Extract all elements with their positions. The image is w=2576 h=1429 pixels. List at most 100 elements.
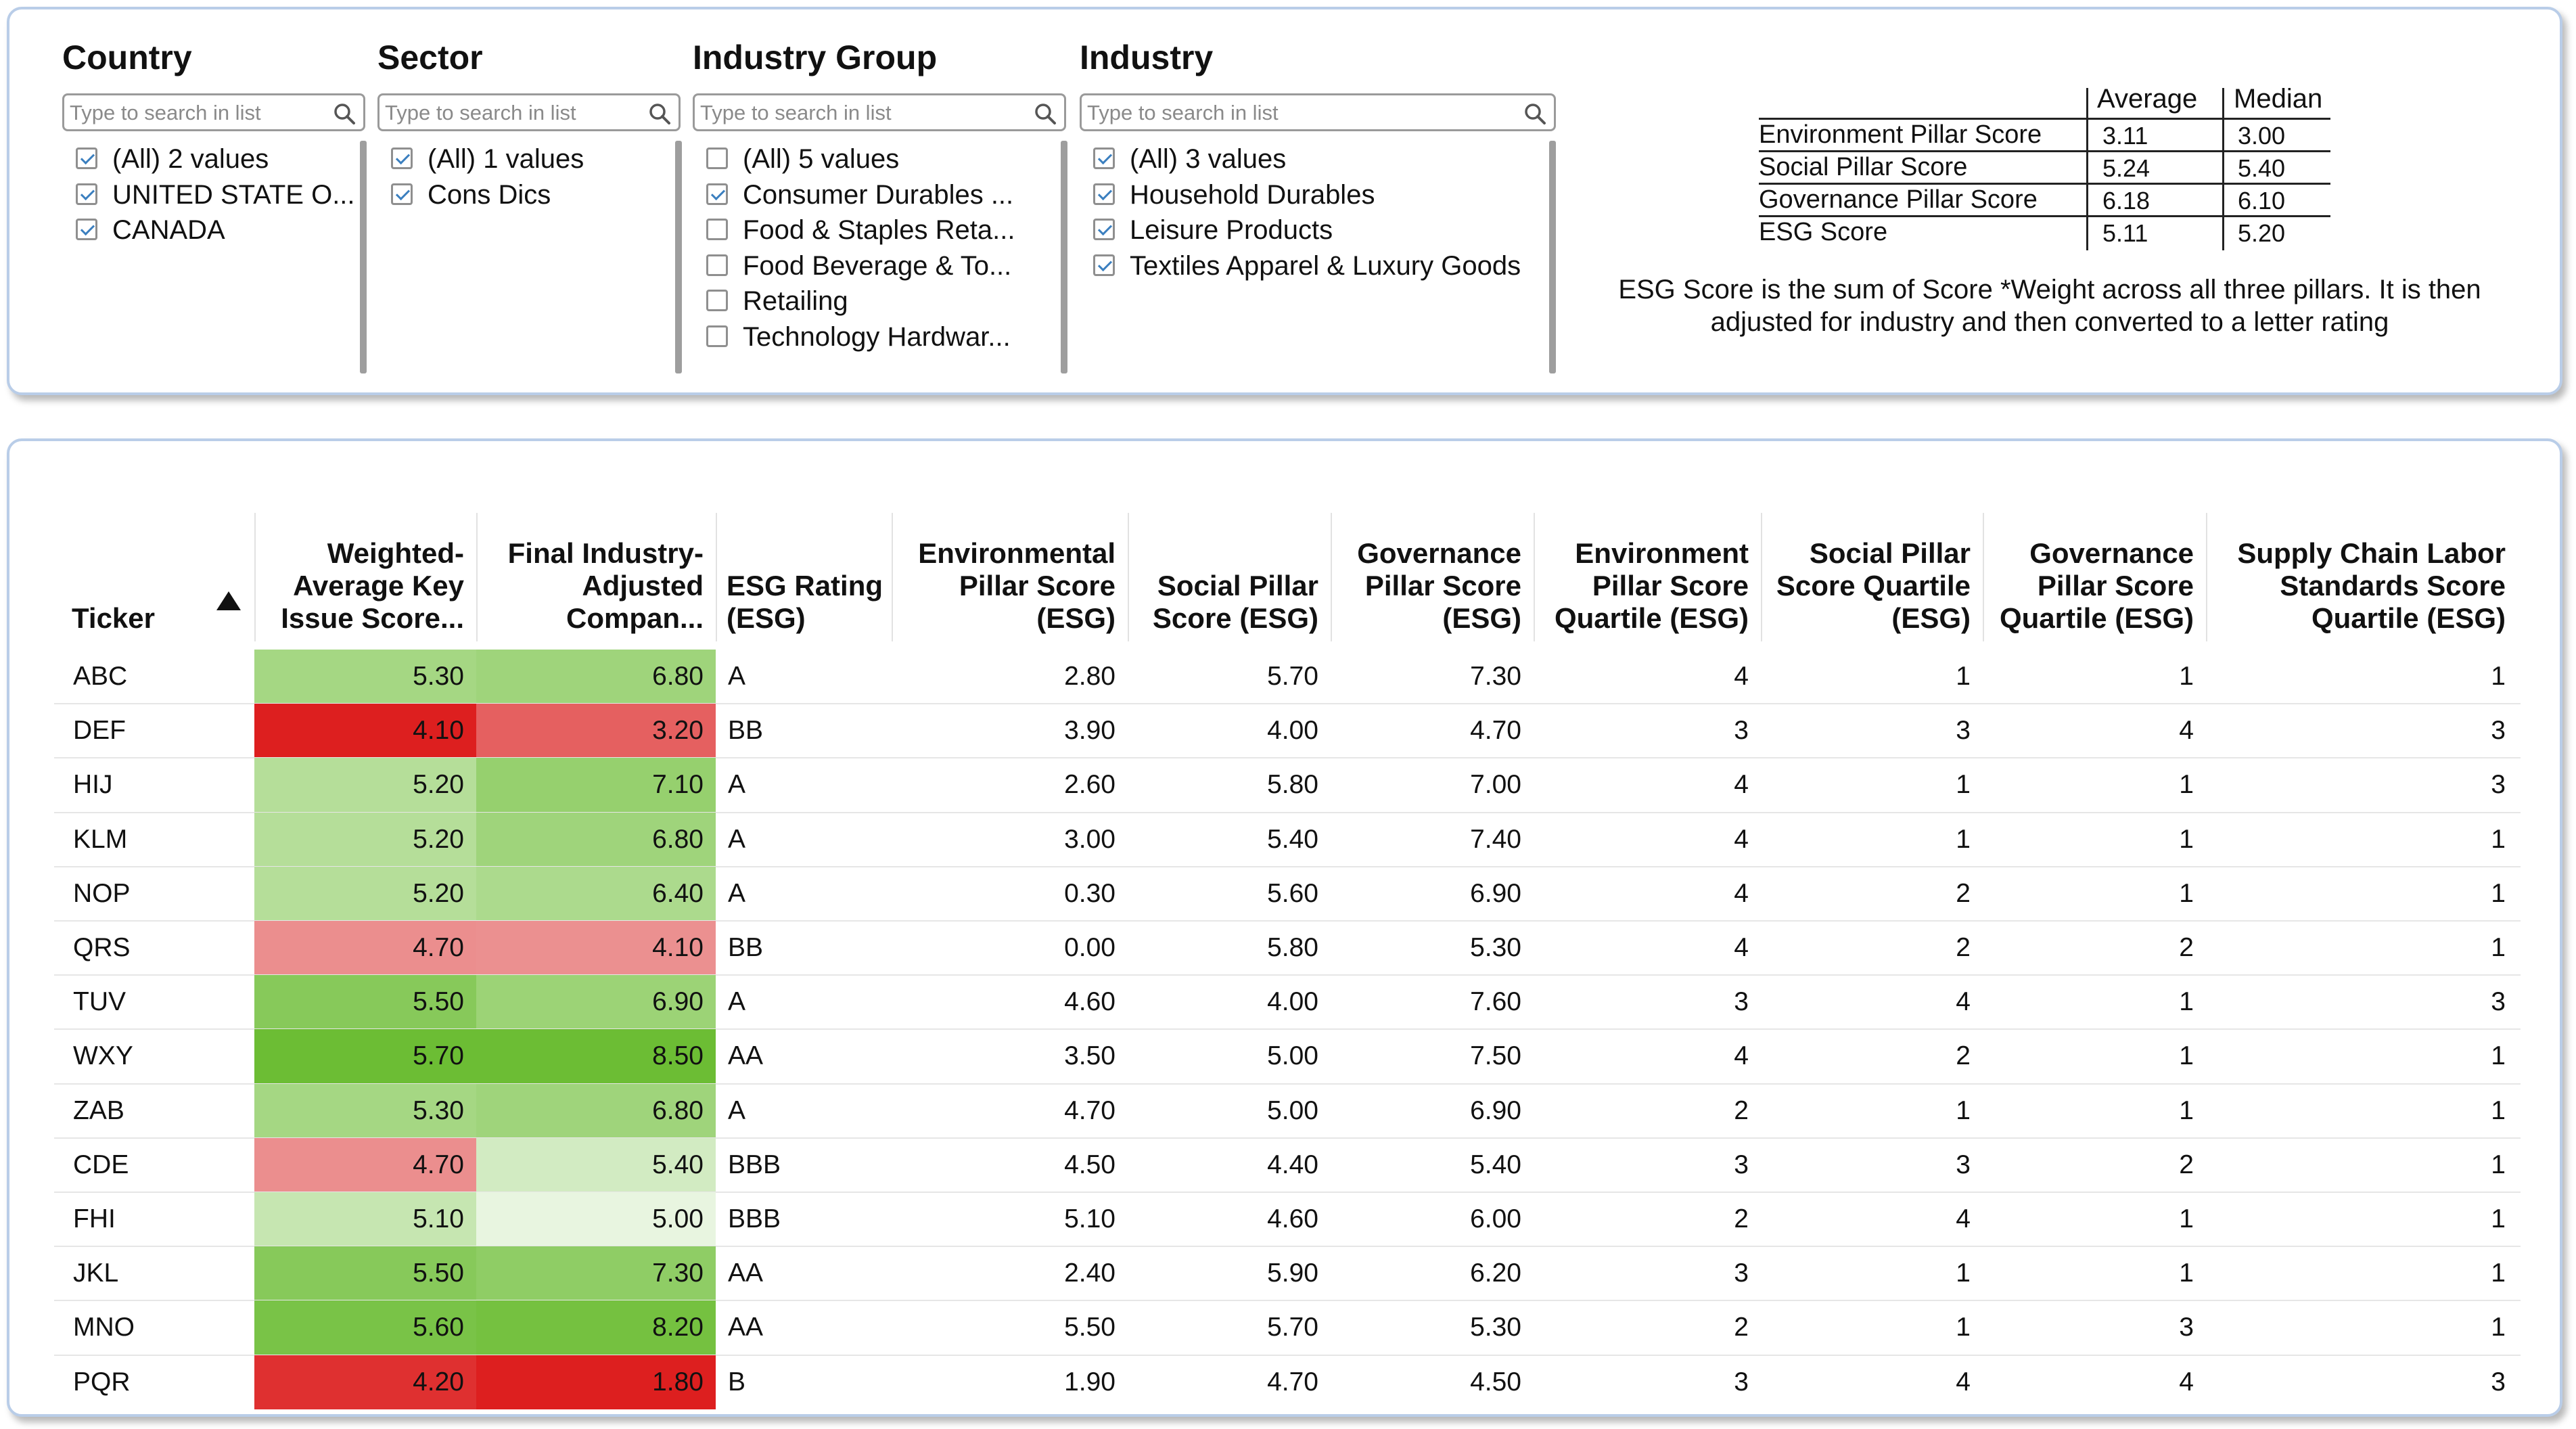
table-cell: 4 xyxy=(1734,1041,1749,1071)
column-divider xyxy=(892,513,893,641)
sector-search-input[interactable] xyxy=(385,101,643,125)
industry-option[interactable]: Leisure Products xyxy=(1093,214,1549,250)
table-cell: 1 xyxy=(2179,878,2194,908)
sector-option[interactable]: Cons Dics xyxy=(391,179,674,214)
industry-group-option[interactable]: Retailing xyxy=(706,286,1059,321)
table-cell: 4.00 xyxy=(1267,716,1318,746)
checkbox-checked[interactable] xyxy=(1093,148,1115,169)
industry-search-box[interactable] xyxy=(1080,93,1556,131)
country-list-scrollbar[interactable] xyxy=(360,141,367,373)
ticker-cell: WXY xyxy=(73,1041,133,1071)
checkbox-unchecked[interactable] xyxy=(706,290,728,311)
checkbox-unchecked[interactable] xyxy=(706,148,728,169)
search-icon[interactable] xyxy=(1523,101,1547,126)
industry-group-option[interactable]: Food & Staples Reta... xyxy=(706,214,1059,250)
checkbox-unchecked[interactable] xyxy=(706,219,728,240)
country-option[interactable]: (All) 2 values xyxy=(76,143,359,179)
checkbox-checked[interactable] xyxy=(76,148,97,169)
table-cell: 8.50 xyxy=(476,1029,716,1084)
table-cell: 1 xyxy=(1956,770,1971,800)
sector-list-scrollbar[interactable] xyxy=(675,141,682,373)
industry-search-input[interactable] xyxy=(1087,101,1519,125)
checkbox-checked[interactable] xyxy=(1093,183,1115,205)
option-label: CANADA xyxy=(112,215,225,245)
table-cell: 1 xyxy=(2491,1258,2506,1288)
checkbox-checked[interactable] xyxy=(1093,254,1115,276)
table-cell: 4 xyxy=(1734,662,1749,691)
sort-ascending-icon[interactable] xyxy=(215,589,242,613)
ticker-cell: NOP xyxy=(73,878,131,908)
table-cell: A xyxy=(728,770,746,800)
stats-median-value: 3.00 xyxy=(2238,122,2286,150)
column-header-social-pillar-score[interactable]: Social Pillar Score (ESG) xyxy=(1128,513,1331,641)
table-cell: 5.30 xyxy=(254,650,476,704)
column-header-final-industry-adjusted-company-score[interactable]: Final Industry-Adjusted Compan... xyxy=(476,513,716,641)
industry-group-option[interactable]: Technology Hardwar... xyxy=(706,321,1059,357)
checkmark-icon xyxy=(710,185,726,200)
table-cell: 1 xyxy=(2179,1204,2194,1233)
sector-search-box[interactable] xyxy=(377,93,681,131)
industry-option[interactable]: (All) 3 values xyxy=(1093,143,1549,179)
country-option[interactable]: UNITED STATE O... xyxy=(76,179,359,214)
row-divider xyxy=(54,757,2521,759)
column-header-environmental-pillar-score[interactable]: Environmental Pillar Score (ESG) xyxy=(892,513,1128,641)
ticker-cell: QRS xyxy=(73,933,131,962)
industry-group-list-scrollbar[interactable] xyxy=(1061,141,1067,373)
industry-list-scrollbar[interactable] xyxy=(1549,141,1556,373)
column-header-ticker[interactable]: Ticker xyxy=(61,513,254,641)
industry-group-option[interactable]: Consumer Durables ... xyxy=(706,179,1059,214)
stats-header-median: Median xyxy=(2234,84,2323,114)
checkbox-checked[interactable] xyxy=(76,183,97,205)
stats-median-value: 5.40 xyxy=(2238,154,2286,182)
industry-group-search-box[interactable] xyxy=(693,93,1066,131)
country-search-input[interactable] xyxy=(70,101,328,125)
table-cell: A xyxy=(728,824,746,854)
checkbox-checked[interactable] xyxy=(391,183,413,205)
table-cell: 2.40 xyxy=(1064,1258,1116,1288)
row-divider xyxy=(54,1300,2521,1302)
table-cell: 5.00 xyxy=(1267,1041,1318,1071)
column-header-governance-pillar-score[interactable]: Governance Pillar Score (ESG) xyxy=(1331,513,1534,641)
column-header-esg-rating[interactable]: ESG Rating (ESG) xyxy=(716,513,892,641)
industry-group-option[interactable]: (All) 5 values xyxy=(706,143,1059,179)
column-header-social-pillar-quartile[interactable]: Social Pillar Score Quartile (ESG) xyxy=(1761,513,1983,641)
table-cell: 1 xyxy=(1956,1313,1971,1342)
stats-average-value: 5.11 xyxy=(2102,219,2148,247)
industry-group-option[interactable]: Food Beverage & To... xyxy=(706,250,1059,286)
checkbox-unchecked[interactable] xyxy=(706,325,728,347)
table-cell: 4.70 xyxy=(1267,1367,1318,1397)
column-header-label: Environmental Pillar Score (ESG) xyxy=(918,537,1116,634)
checkbox-checked[interactable] xyxy=(391,148,413,169)
table-cell: 1 xyxy=(1956,662,1971,691)
industry-group-search-input[interactable] xyxy=(700,101,1029,125)
column-header-governance-pillar-quartile[interactable]: Governance Pillar Score Quartile (ESG) xyxy=(1983,513,2206,641)
column-header-environment-pillar-quartile[interactable]: Environment Pillar Score Quartile (ESG) xyxy=(1534,513,1761,641)
table-cell: 6.40 xyxy=(476,866,716,921)
checkbox-checked[interactable] xyxy=(706,183,728,205)
column-header-weighted-average-key-issue-score[interactable]: Weighted-Average Key Issue Score... xyxy=(254,513,476,641)
table-cell: 5.90 xyxy=(1267,1258,1318,1288)
industry-filter-title: Industry xyxy=(1080,39,1214,76)
table-cell: A xyxy=(728,662,746,691)
country-option[interactable]: CANADA xyxy=(76,214,359,250)
option-label: UNITED STATE O... xyxy=(112,179,355,210)
checkbox-checked[interactable] xyxy=(76,219,97,240)
search-icon[interactable] xyxy=(647,101,672,126)
sector-option[interactable]: (All) 1 values xyxy=(391,143,674,179)
checkbox-unchecked[interactable] xyxy=(706,254,728,276)
column-header-supply-chain-labor-quartile[interactable]: Supply Chain Labor Standards Score Quart… xyxy=(2206,513,2518,641)
stats-average-value: 6.18 xyxy=(2102,187,2150,214)
industry-option[interactable]: Household Durables xyxy=(1093,179,1549,214)
ticker-cell: FHI xyxy=(73,1204,116,1233)
checkbox-checked[interactable] xyxy=(1093,219,1115,240)
table-cell: 1 xyxy=(2179,1258,2194,1288)
search-icon[interactable] xyxy=(332,101,356,126)
table-cell: 5.40 xyxy=(1267,824,1318,854)
row-divider xyxy=(54,703,2521,705)
search-icon[interactable] xyxy=(1033,101,1057,126)
table-cell: 4.10 xyxy=(476,921,716,975)
ticker-cell: TUV xyxy=(73,987,126,1017)
industry-option[interactable]: Textiles Apparel & Luxury Goods xyxy=(1093,250,1549,286)
country-search-box[interactable] xyxy=(62,93,365,131)
column-divider xyxy=(716,513,717,641)
